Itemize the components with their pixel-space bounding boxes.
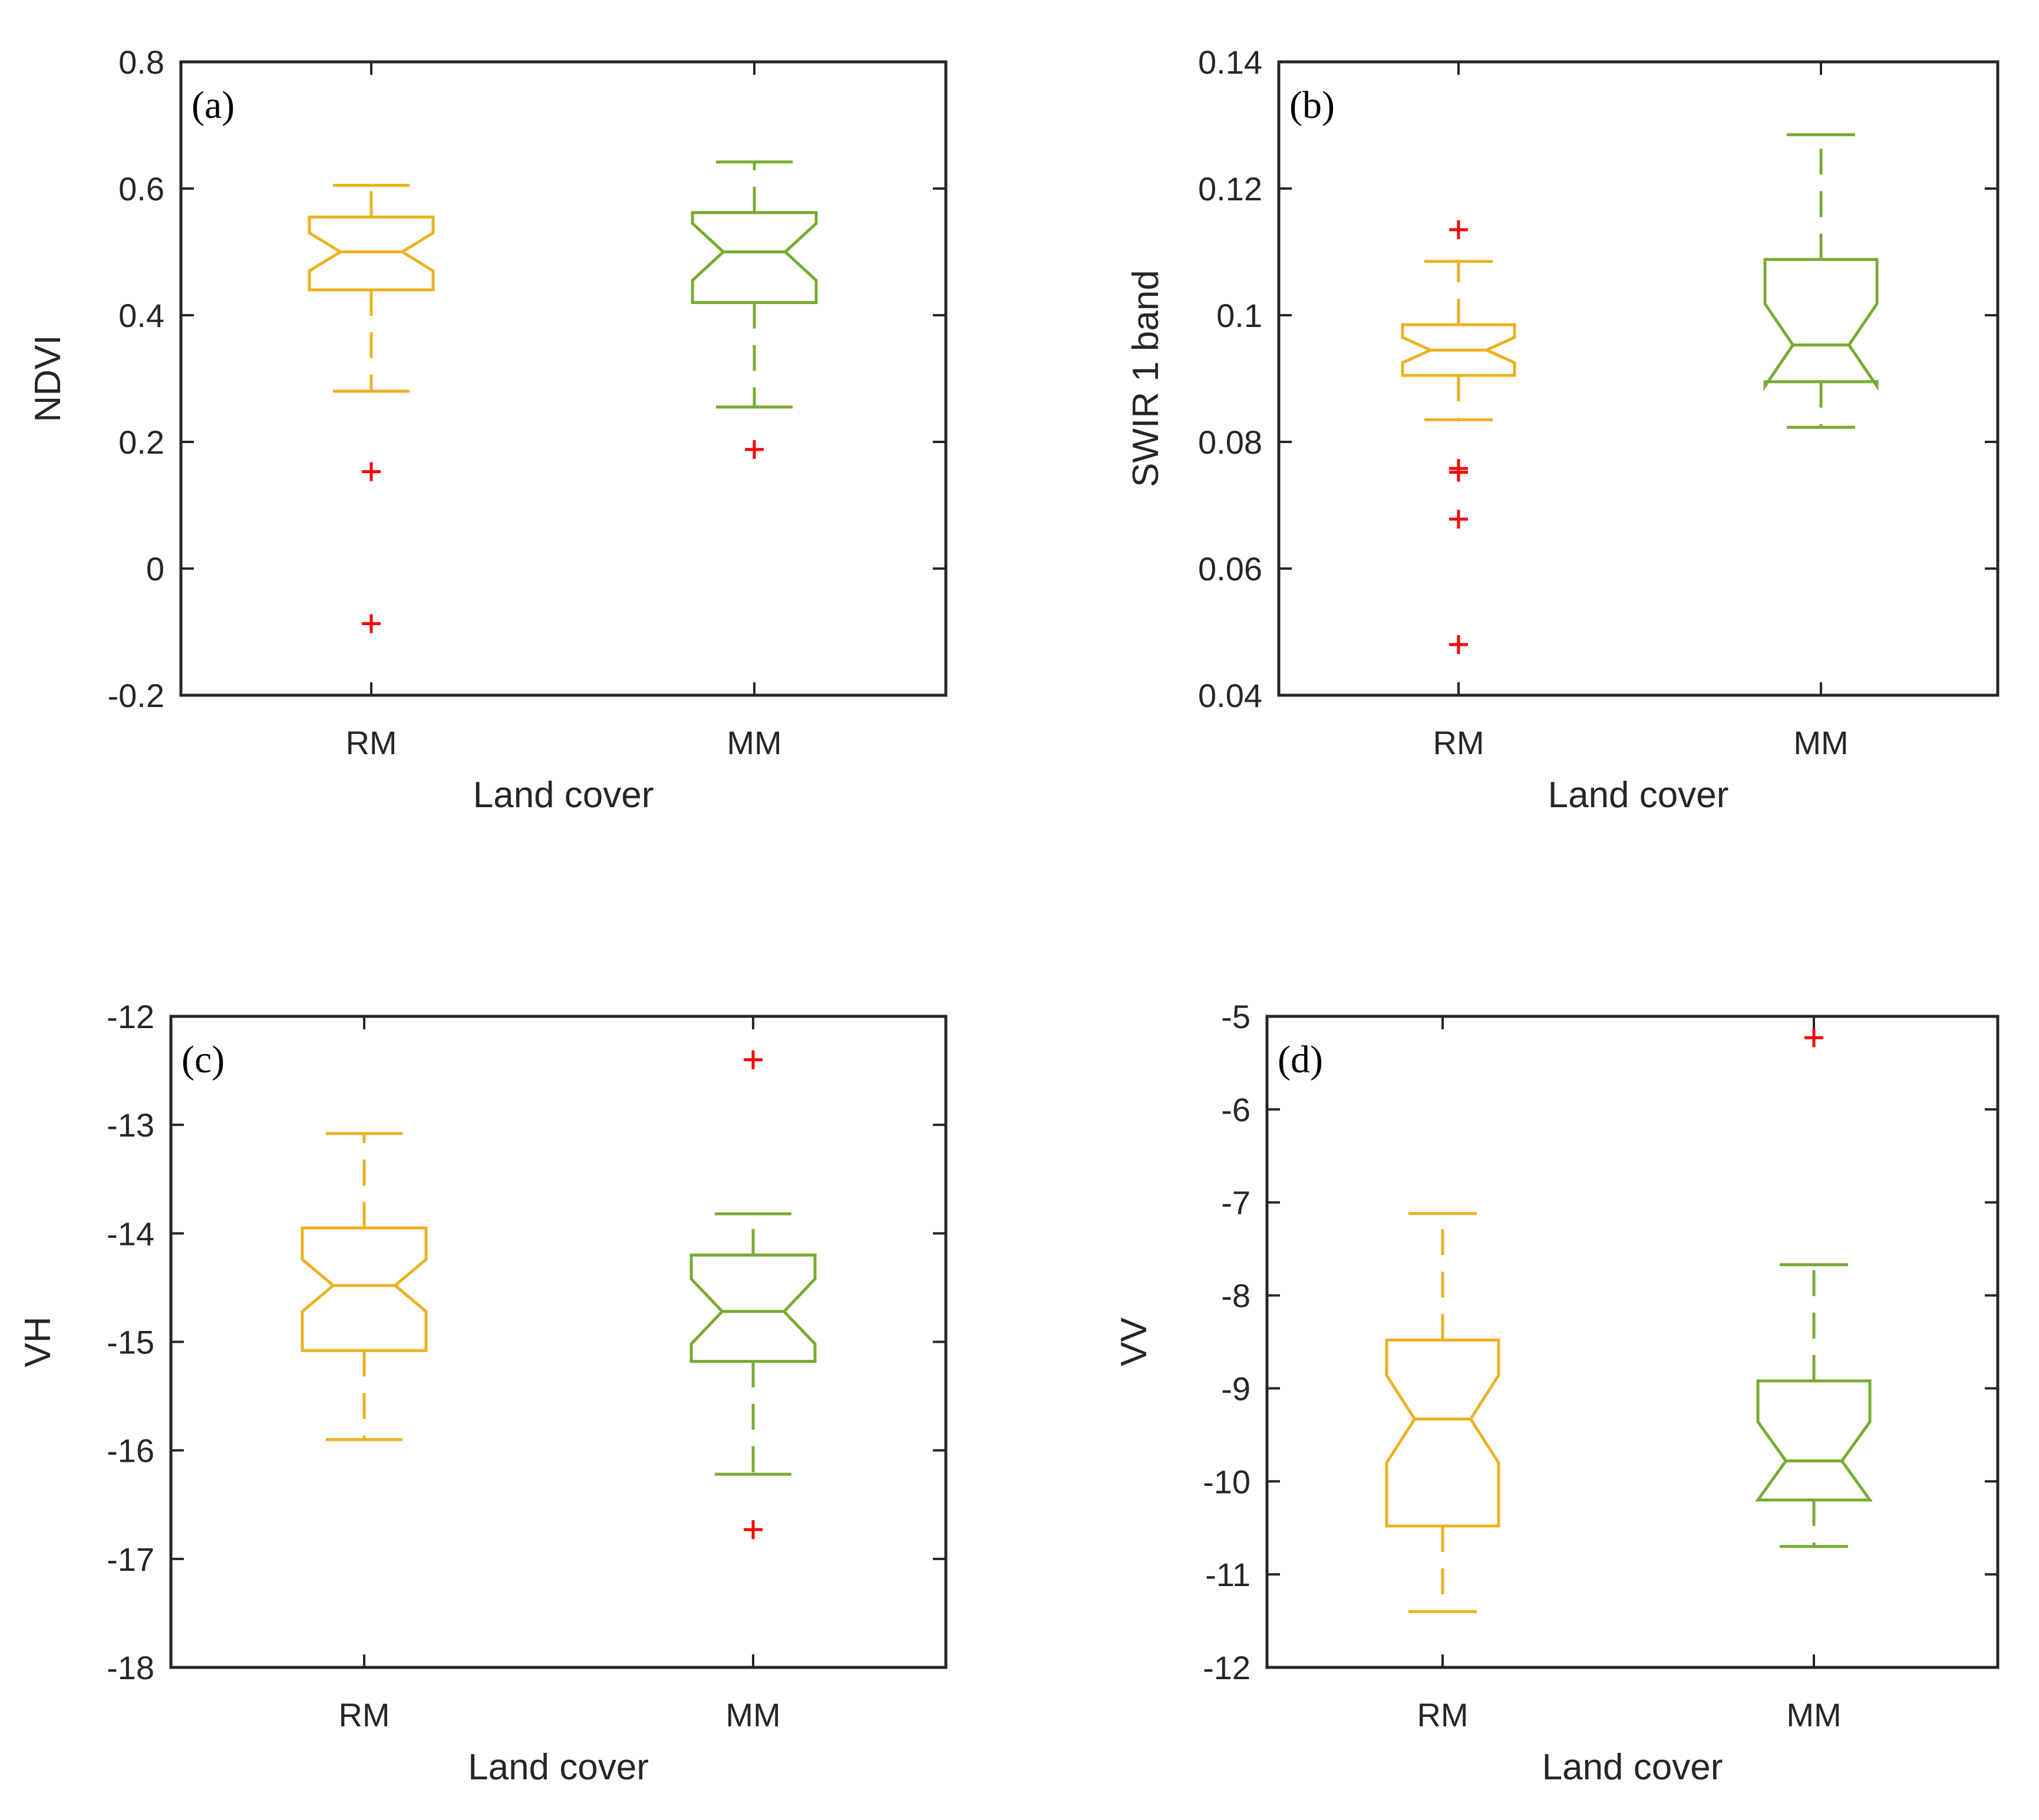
y-tick-label: 0.8 [118, 44, 164, 81]
y-axis-label: NDVI [28, 335, 68, 422]
y-axis-label: SWIR 1 band [1126, 270, 1166, 487]
panel-a: -0.2 0 0.2 0.4 0.6 0.8 RM MM Land cover NDVI (a) [28, 44, 948, 815]
y-tick-label: 0 [146, 550, 164, 587]
y-tick-label: -5 [1221, 998, 1251, 1035]
box-rm [1401, 220, 1516, 654]
box-body [689, 1253, 817, 1363]
panel-label: (a) [192, 84, 235, 127]
y-tick-label: -9 [1221, 1370, 1251, 1407]
y-tick-label: 0.06 [1198, 550, 1262, 587]
x-tick-label: RM [345, 724, 397, 761]
x-tick-label: MM [1793, 724, 1848, 761]
panel-label: (d) [1278, 1038, 1323, 1081]
y-tick-label: -8 [1221, 1277, 1251, 1314]
outlier-marker [1449, 635, 1468, 654]
box-rm [308, 184, 435, 633]
box-rm [301, 1132, 428, 1441]
plot-frame [1277, 60, 2000, 697]
outlier-marker [1804, 1028, 1823, 1048]
y-tick-label: -16 [107, 1432, 154, 1469]
y-tick-label: 0.14 [1198, 44, 1262, 81]
y-tick-label: 0.2 [118, 424, 164, 461]
panel-d: -12 -11 -10 -9 -8 -7 -6 -5 RM MM Land cover VV (d) [1114, 998, 2000, 1788]
y-tick-label: -17 [107, 1541, 154, 1578]
y-tick-label: -12 [107, 998, 154, 1035]
box-mm [1763, 133, 1879, 429]
x-tick-label: MM [725, 1696, 780, 1733]
box-body [1755, 1379, 1873, 1502]
plot-frame [179, 60, 948, 697]
panel-label: (b) [1289, 84, 1335, 127]
y-tick-label: -14 [107, 1215, 154, 1252]
x-axis-label: Land cover [473, 775, 654, 815]
x-axis-label: Land cover [1548, 775, 1729, 815]
box-mm [689, 1050, 817, 1540]
y-axis-label: VV [1114, 1317, 1154, 1366]
x-tick-label: MM [727, 724, 781, 761]
y-tick-label: -13 [107, 1106, 154, 1144]
panel-c: -18 -17 -16 -15 -14 -13 -12 RM MM Land cover VH (c) [18, 998, 948, 1788]
box-body [691, 211, 818, 304]
box-mm [1755, 1028, 1873, 1548]
outlier-marker [362, 462, 381, 481]
plot-frame [1265, 1015, 2000, 1669]
y-tick-label: 0.04 [1198, 677, 1262, 714]
outlier-marker [362, 614, 381, 633]
y-tick-label: 0.08 [1198, 424, 1262, 461]
outlier-marker [745, 440, 764, 459]
y-tick-label: 0.6 [118, 170, 164, 207]
panel-b: 0.04 0.06 0.08 0.1 0.12 0.14 RM MM Land cover SWI… [1126, 44, 2000, 815]
box-body [1763, 257, 1879, 391]
x-tick-label: MM [1786, 1696, 1841, 1733]
outlier-marker [1449, 220, 1468, 239]
y-tick-label: -12 [1203, 1649, 1251, 1686]
y-tick-label: -11 [1205, 1556, 1251, 1593]
y-tick-label: 0.1 [1216, 297, 1262, 334]
box-body [1385, 1338, 1500, 1528]
y-tick-label: 0.12 [1198, 170, 1262, 207]
box-mm [691, 160, 818, 459]
y-tick-label: -7 [1221, 1184, 1251, 1221]
y-tick-label: 0.4 [118, 297, 164, 334]
box-body [1401, 323, 1516, 377]
box-body [308, 215, 435, 292]
box-body [301, 1226, 428, 1352]
y-tick-label: -0.2 [108, 677, 165, 714]
box-rm [1385, 1212, 1500, 1613]
y-axis-label: VH [18, 1316, 58, 1367]
y-tick-label: -15 [107, 1324, 154, 1361]
outlier-marker [1449, 510, 1468, 529]
panel-label: (c) [182, 1038, 225, 1081]
y-tick-label: -10 [1203, 1463, 1251, 1500]
y-tick-label: -18 [107, 1649, 154, 1686]
outlier-marker [1449, 463, 1468, 482]
outlier-marker [744, 1520, 763, 1540]
outlier-marker [744, 1050, 763, 1069]
y-tick-label: -6 [1221, 1091, 1251, 1128]
x-tick-label: RM [1433, 724, 1484, 761]
x-axis-label: Land cover [468, 1747, 649, 1788]
x-tick-label: RM [1417, 1696, 1468, 1733]
plot-frame [169, 1015, 948, 1669]
x-tick-label: RM [338, 1696, 390, 1733]
x-axis-label: Land cover [1542, 1747, 1723, 1788]
